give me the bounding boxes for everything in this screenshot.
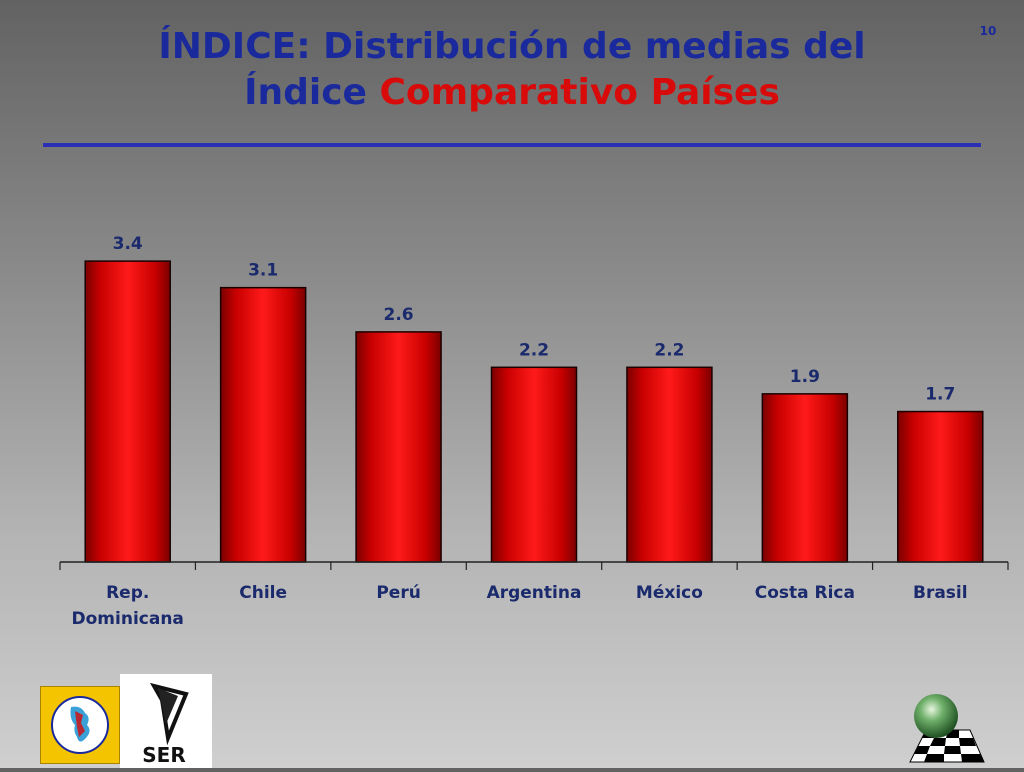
x-axis (59, 561, 1009, 570)
x-tick-label-0: Rep. Dominicana (72, 583, 184, 629)
x-tick-labels: Rep. Dominicana Chile Perú Argentina México Co… (72, 583, 968, 629)
bar-3 (490, 366, 578, 563)
data-label-1: 3.1 (248, 261, 278, 281)
bar-5 (761, 393, 849, 563)
x-tick-label-2: Perú (376, 583, 420, 603)
sphere-icon (914, 694, 958, 738)
data-label-6: 1.7 (925, 385, 955, 405)
x-tick-label-6: Brasil (913, 583, 968, 603)
ser-logo-text: SER (142, 743, 185, 767)
bar-chart: 3.4 3.1 2.6 2.2 2.2 1.9 1.7 Rep. Dominicana Chil… (59, 234, 1009, 629)
ser-logo: SER (120, 674, 212, 768)
title-line-2-red: Comparativo Países (379, 72, 780, 113)
data-label-2: 2.6 (384, 305, 414, 325)
x-tick-label-5: Costa Rica (755, 583, 855, 603)
x-tick-label-3: Argentina (487, 583, 582, 603)
data-label-0: 3.4 (113, 234, 143, 254)
title-line-2-blue: Índice (244, 72, 367, 113)
ser-emblem-icon: SER (142, 682, 189, 767)
title-divider (43, 143, 981, 147)
bar-4 (626, 366, 713, 563)
x-tick-label-1: Chile (239, 583, 287, 603)
data-label-5: 1.9 (790, 367, 820, 387)
title-line-1: ÍNDICE: Distribución de medias del (158, 26, 866, 67)
page-number: 10 (979, 24, 997, 38)
sphere-checkerboard-logo (909, 694, 985, 763)
slide-title: ÍNDICE: Distribución de medias del Índic… (0, 24, 1024, 116)
x-tick-label-4: México (636, 583, 703, 603)
bar-6 (897, 410, 984, 563)
bars-layer (84, 260, 984, 563)
bar-1 (219, 286, 307, 563)
bar-0 (84, 260, 171, 563)
data-labels-layer: 3.4 3.1 2.6 2.2 2.2 1.9 1.7 (113, 234, 956, 404)
data-label-3: 2.2 (519, 340, 549, 360)
bar-2 (355, 331, 442, 563)
red-interamericana-logo (40, 686, 120, 764)
data-label-4: 2.2 (654, 340, 684, 360)
